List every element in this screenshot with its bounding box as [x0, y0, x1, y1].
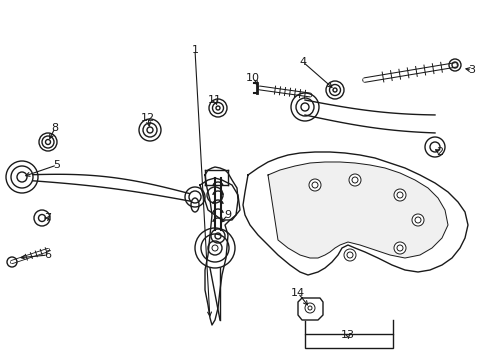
Text: 14: 14	[291, 288, 305, 298]
Text: 5: 5	[53, 160, 60, 170]
Polygon shape	[305, 100, 435, 133]
Text: 3: 3	[468, 65, 475, 75]
Text: 10: 10	[246, 73, 260, 83]
Polygon shape	[298, 298, 323, 320]
Text: 4: 4	[299, 57, 307, 67]
Text: 8: 8	[51, 123, 59, 133]
Circle shape	[412, 214, 424, 226]
Text: 13: 13	[341, 330, 355, 340]
Circle shape	[17, 172, 27, 182]
Text: 2: 2	[437, 147, 443, 157]
Polygon shape	[200, 178, 240, 220]
Circle shape	[344, 249, 356, 261]
Polygon shape	[243, 152, 468, 275]
Circle shape	[394, 242, 406, 254]
Text: 11: 11	[208, 95, 222, 105]
Circle shape	[11, 166, 33, 188]
Text: 7: 7	[45, 213, 51, 223]
Circle shape	[189, 191, 201, 203]
Circle shape	[309, 179, 321, 191]
Bar	[305, 334, 393, 348]
Text: 9: 9	[224, 210, 232, 220]
Circle shape	[394, 189, 406, 201]
Polygon shape	[22, 174, 195, 202]
Text: 12: 12	[141, 113, 155, 123]
Polygon shape	[205, 167, 238, 325]
Text: 6: 6	[45, 250, 51, 260]
Text: 1: 1	[192, 45, 198, 55]
Circle shape	[349, 174, 361, 186]
Polygon shape	[268, 162, 448, 258]
